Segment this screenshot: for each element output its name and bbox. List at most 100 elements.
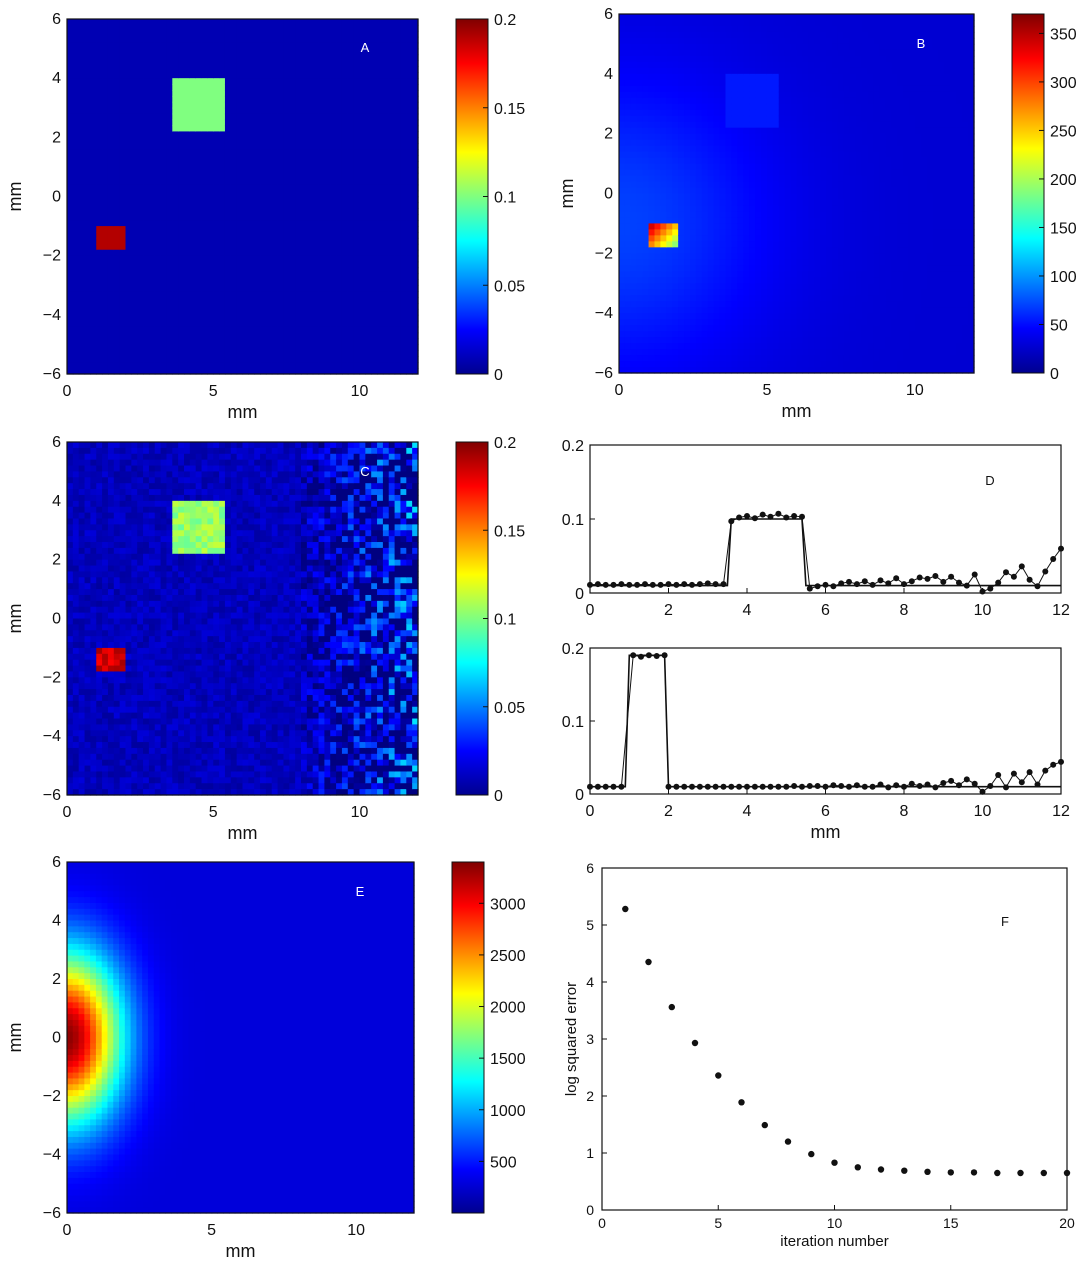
- heatmap-cell: [178, 255, 185, 263]
- heatmap-cell: [137, 368, 144, 375]
- heatmap-cell: [230, 314, 238, 322]
- heatmap-cell: [678, 169, 685, 177]
- heatmap-cell: [636, 217, 644, 225]
- heatmap-cell: [412, 143, 419, 150]
- heatmap-cell: [295, 30, 302, 38]
- heatmap-cell: [406, 178, 413, 186]
- heatmap-cell: [619, 91, 626, 99]
- heatmap-cell: [254, 249, 261, 257]
- x-tick-label: 10: [351, 383, 369, 400]
- heatmap-cell: [265, 273, 273, 280]
- heatmap-cell: [195, 137, 203, 144]
- heatmap-cell: [289, 338, 296, 346]
- heatmap-cell: [642, 19, 650, 27]
- heatmap-cell: [137, 161, 144, 168]
- heatmap-cell: [277, 279, 285, 286]
- heatmap-cell: [260, 208, 267, 215]
- heatmap-cell: [731, 211, 738, 219]
- heatmap-cell: [125, 101, 132, 109]
- heatmap-cell: [189, 19, 197, 26]
- heatmap-cell: [178, 24, 185, 32]
- heatmap-cell: [219, 202, 226, 209]
- heatmap-cell: [371, 78, 378, 85]
- heatmap-cell: [749, 85, 756, 93]
- heatmap-cell: [642, 187, 650, 195]
- heatmap-cell: [412, 36, 419, 44]
- heatmap-cell: [295, 350, 302, 357]
- heatmap-cell: [178, 314, 185, 322]
- heatmap-cell: [719, 37, 727, 45]
- heatmap-cell: [624, 115, 632, 123]
- heatmap-cell: [213, 24, 220, 32]
- heatmap-cell: [371, 48, 378, 56]
- heatmap-cell: [731, 235, 738, 242]
- heatmap-cell: [353, 107, 361, 115]
- heatmap-cell: [172, 24, 179, 32]
- heatmap-cell: [684, 295, 691, 302]
- heatmap-cell: [143, 84, 150, 91]
- heatmap-cell: [630, 133, 638, 141]
- heatmap-cell: [131, 60, 138, 67]
- heatmap-cell: [330, 178, 337, 186]
- heatmap-cell: [119, 54, 127, 62]
- heatmap-cell: [619, 259, 626, 266]
- heatmap-cell: [666, 14, 673, 21]
- heatmap-cell: [107, 60, 115, 67]
- heatmap-cell: [254, 90, 261, 97]
- heatmap-cell: [695, 175, 703, 183]
- heatmap-cell: [265, 72, 273, 79]
- heatmap-cell: [184, 24, 191, 32]
- heatmap-cell: [341, 72, 349, 79]
- heatmap-cell: [394, 202, 402, 209]
- heatmap-cell: [666, 331, 673, 338]
- heatmap-cell: [131, 202, 138, 209]
- heatmap-cell: [260, 42, 267, 50]
- heatmap-cell: [236, 344, 244, 351]
- heatmap-cell: [107, 326, 115, 334]
- heatmap-cell: [207, 119, 214, 127]
- heatmap-cell: [377, 184, 384, 192]
- heatmap-cell: [230, 267, 238, 275]
- heatmap-cell: [353, 149, 361, 156]
- heatmap-cell: [382, 226, 390, 233]
- heatmap-cell: [318, 78, 325, 85]
- heatmap-cell: [412, 267, 419, 275]
- heatmap-cell: [318, 368, 325, 375]
- heatmap-cell: [365, 249, 372, 257]
- heatmap-cell: [365, 350, 372, 357]
- heatmap-cell: [630, 127, 638, 135]
- heatmap-cell: [353, 326, 361, 334]
- heatmap-cell: [189, 338, 197, 346]
- heatmap-cell: [318, 60, 325, 67]
- heatmap-cell: [96, 273, 103, 280]
- heatmap-cell: [271, 54, 279, 62]
- heatmap-cell: [271, 72, 279, 79]
- heatmap-cell: [148, 303, 156, 310]
- heatmap-cell: [648, 73, 656, 81]
- heatmap-cell: [260, 161, 267, 168]
- heatmap-cell: [260, 344, 267, 351]
- heatmap-cell: [107, 350, 115, 357]
- heatmap-cell: [642, 355, 650, 362]
- heatmap-cell: [213, 125, 220, 133]
- heatmap-cell: [394, 273, 402, 280]
- heatmap-cell: [160, 243, 168, 251]
- heatmap-cell: [78, 344, 86, 351]
- heatmap-cell: [102, 60, 109, 67]
- heatmap-cell: [388, 161, 396, 168]
- heatmap-cell: [690, 223, 697, 230]
- heatmap-cell: [242, 84, 249, 91]
- heatmap-cell: [731, 103, 738, 111]
- heatmap-cell: [295, 149, 302, 156]
- heatmap-cell: [318, 285, 325, 292]
- heatmap-cell: [224, 30, 232, 38]
- heatmap-cell: [660, 229, 667, 236]
- heatmap-cell: [400, 184, 407, 192]
- heatmap-cell: [248, 190, 255, 198]
- heatmap-cell: [365, 338, 372, 346]
- heatmap-cell: [213, 279, 220, 286]
- heatmap-cell: [265, 36, 273, 44]
- heatmap-cell: [184, 320, 191, 328]
- heatmap-cell: [642, 181, 650, 189]
- heatmap-cell: [84, 202, 91, 209]
